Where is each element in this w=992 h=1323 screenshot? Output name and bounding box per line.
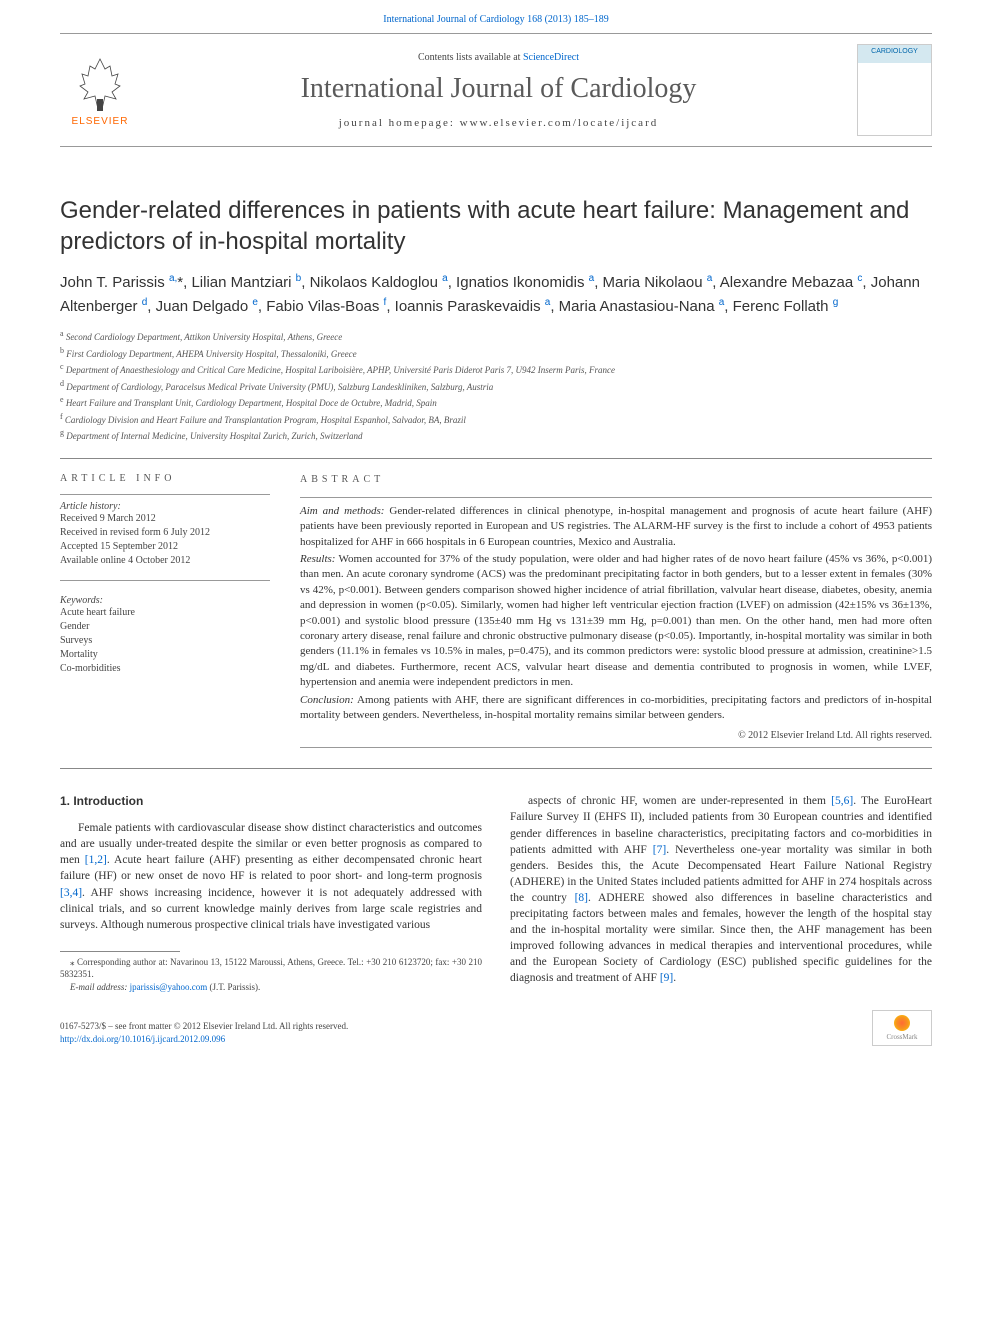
crossmark-icon xyxy=(894,1015,910,1031)
aim-text: Gender-related differences in clinical p… xyxy=(300,505,932,548)
abstract-head: ABSTRACT xyxy=(300,473,932,487)
affiliation: a Second Cardiology Department, Attikon … xyxy=(60,328,932,345)
crossmark-label: CrossMark xyxy=(886,1033,917,1041)
affiliation: g Department of Internal Medicine, Unive… xyxy=(60,427,932,444)
aim-label: Aim and methods: xyxy=(300,505,384,517)
results-label: Results: xyxy=(300,553,335,565)
intro-heading: 1. Introduction xyxy=(60,793,482,810)
elsevier-tree-icon xyxy=(70,54,130,114)
footer-left: 0167-5273/$ – see front matter © 2012 El… xyxy=(60,1020,348,1045)
column-left: 1. Introduction Female patients with car… xyxy=(60,793,482,993)
divider xyxy=(60,768,932,769)
citation-link[interactable]: [8] xyxy=(575,892,588,904)
article-info-head: ARTICLE INFO xyxy=(60,473,270,484)
crossmark-badge[interactable]: CrossMark xyxy=(872,1010,932,1046)
journal-homepage: journal homepage: www.elsevier.com/locat… xyxy=(140,117,857,129)
citation-link[interactable]: [3,4] xyxy=(60,887,82,899)
citation-link[interactable]: [1,2] xyxy=(85,854,107,866)
history-line: Available online 4 October 2012 xyxy=(60,554,270,568)
doi-link[interactable]: http://dx.doi.org/10.1016/j.ijcard.2012.… xyxy=(60,1034,225,1044)
conclusion-text: Among patients with AHF, there are signi… xyxy=(300,694,932,721)
corresponding-footnote: ⁎ Corresponding author at: Navarinou 13,… xyxy=(60,956,482,981)
article-info: ARTICLE INFO Article history: Received 9… xyxy=(60,473,270,754)
intro-para-1: Female patients with cardiovascular dise… xyxy=(60,820,482,933)
journal-cover-thumb[interactable]: CARDIOLOGY xyxy=(857,44,932,136)
column-right: aspects of chronic HF, women are under-r… xyxy=(510,793,932,993)
article-title: Gender-related differences in patients w… xyxy=(60,195,932,257)
email-footnote: E-mail address: jparissis@yahoo.com (J.T… xyxy=(60,981,482,994)
issn-line: 0167-5273/$ – see front matter © 2012 El… xyxy=(60,1020,348,1033)
publisher-name: ELSEVIER xyxy=(72,116,129,127)
journal-name: International Journal of Cardiology xyxy=(140,73,857,105)
results-text: Women accounted for 37% of the study pop… xyxy=(300,553,932,688)
journal-citation-top: International Journal of Cardiology 168 … xyxy=(0,0,992,33)
affiliation: c Department of Anaesthesiology and Crit… xyxy=(60,361,932,378)
citation-link[interactable]: [9] xyxy=(660,972,673,984)
keyword: Gender xyxy=(60,620,270,634)
body-columns: 1. Introduction Female patients with car… xyxy=(60,793,932,993)
contents-lists: Contents lists available at ScienceDirec… xyxy=(140,52,857,63)
keyword: Co-morbidities xyxy=(60,662,270,676)
footnote-divider xyxy=(60,951,180,952)
history-label: Article history: xyxy=(60,501,270,512)
keywords-label: Keywords: xyxy=(60,595,270,606)
citation-link[interactable]: [5,6] xyxy=(831,795,853,807)
journal-citation-link[interactable]: International Journal of Cardiology 168 … xyxy=(383,14,609,25)
keyword: Mortality xyxy=(60,648,270,662)
keyword: Acute heart failure xyxy=(60,606,270,620)
history-line: Accepted 15 September 2012 xyxy=(60,540,270,554)
intro-para-2: aspects of chronic HF, women are under-r… xyxy=(510,793,932,986)
divider xyxy=(60,458,932,459)
journal-header: ELSEVIER Contents lists available at Sci… xyxy=(60,33,932,147)
affiliation: f Cardiology Division and Heart Failure … xyxy=(60,411,932,428)
email-link[interactable]: jparissis@yahoo.com xyxy=(130,982,208,992)
abstract-copyright: © 2012 Elsevier Ireland Ltd. All rights … xyxy=(300,729,932,743)
sciencedirect-link[interactable]: ScienceDirect xyxy=(523,52,579,63)
authors-list: John T. Parissis a,*, Lilian Mantziari b… xyxy=(60,271,932,318)
cover-label: CARDIOLOGY xyxy=(858,48,931,55)
affiliation: e Heart Failure and Transplant Unit, Car… xyxy=(60,394,932,411)
abstract: ABSTRACT Aim and methods: Gender-related… xyxy=(300,473,932,754)
header-center: Contents lists available at ScienceDirec… xyxy=(140,52,857,129)
keyword: Surveys xyxy=(60,634,270,648)
history-line: Received 9 March 2012 xyxy=(60,512,270,526)
affiliations: a Second Cardiology Department, Attikon … xyxy=(60,328,932,444)
affiliation: d Department of Cardiology, Paracelsus M… xyxy=(60,378,932,395)
citation-link[interactable]: [7] xyxy=(653,844,666,856)
conclusion-label: Conclusion: xyxy=(300,694,354,706)
page-footer: 0167-5273/$ – see front matter © 2012 El… xyxy=(60,1010,932,1046)
history-line: Received in revised form 6 July 2012 xyxy=(60,526,270,540)
publisher-logo[interactable]: ELSEVIER xyxy=(60,45,140,135)
affiliation: b First Cardiology Department, AHEPA Uni… xyxy=(60,345,932,362)
